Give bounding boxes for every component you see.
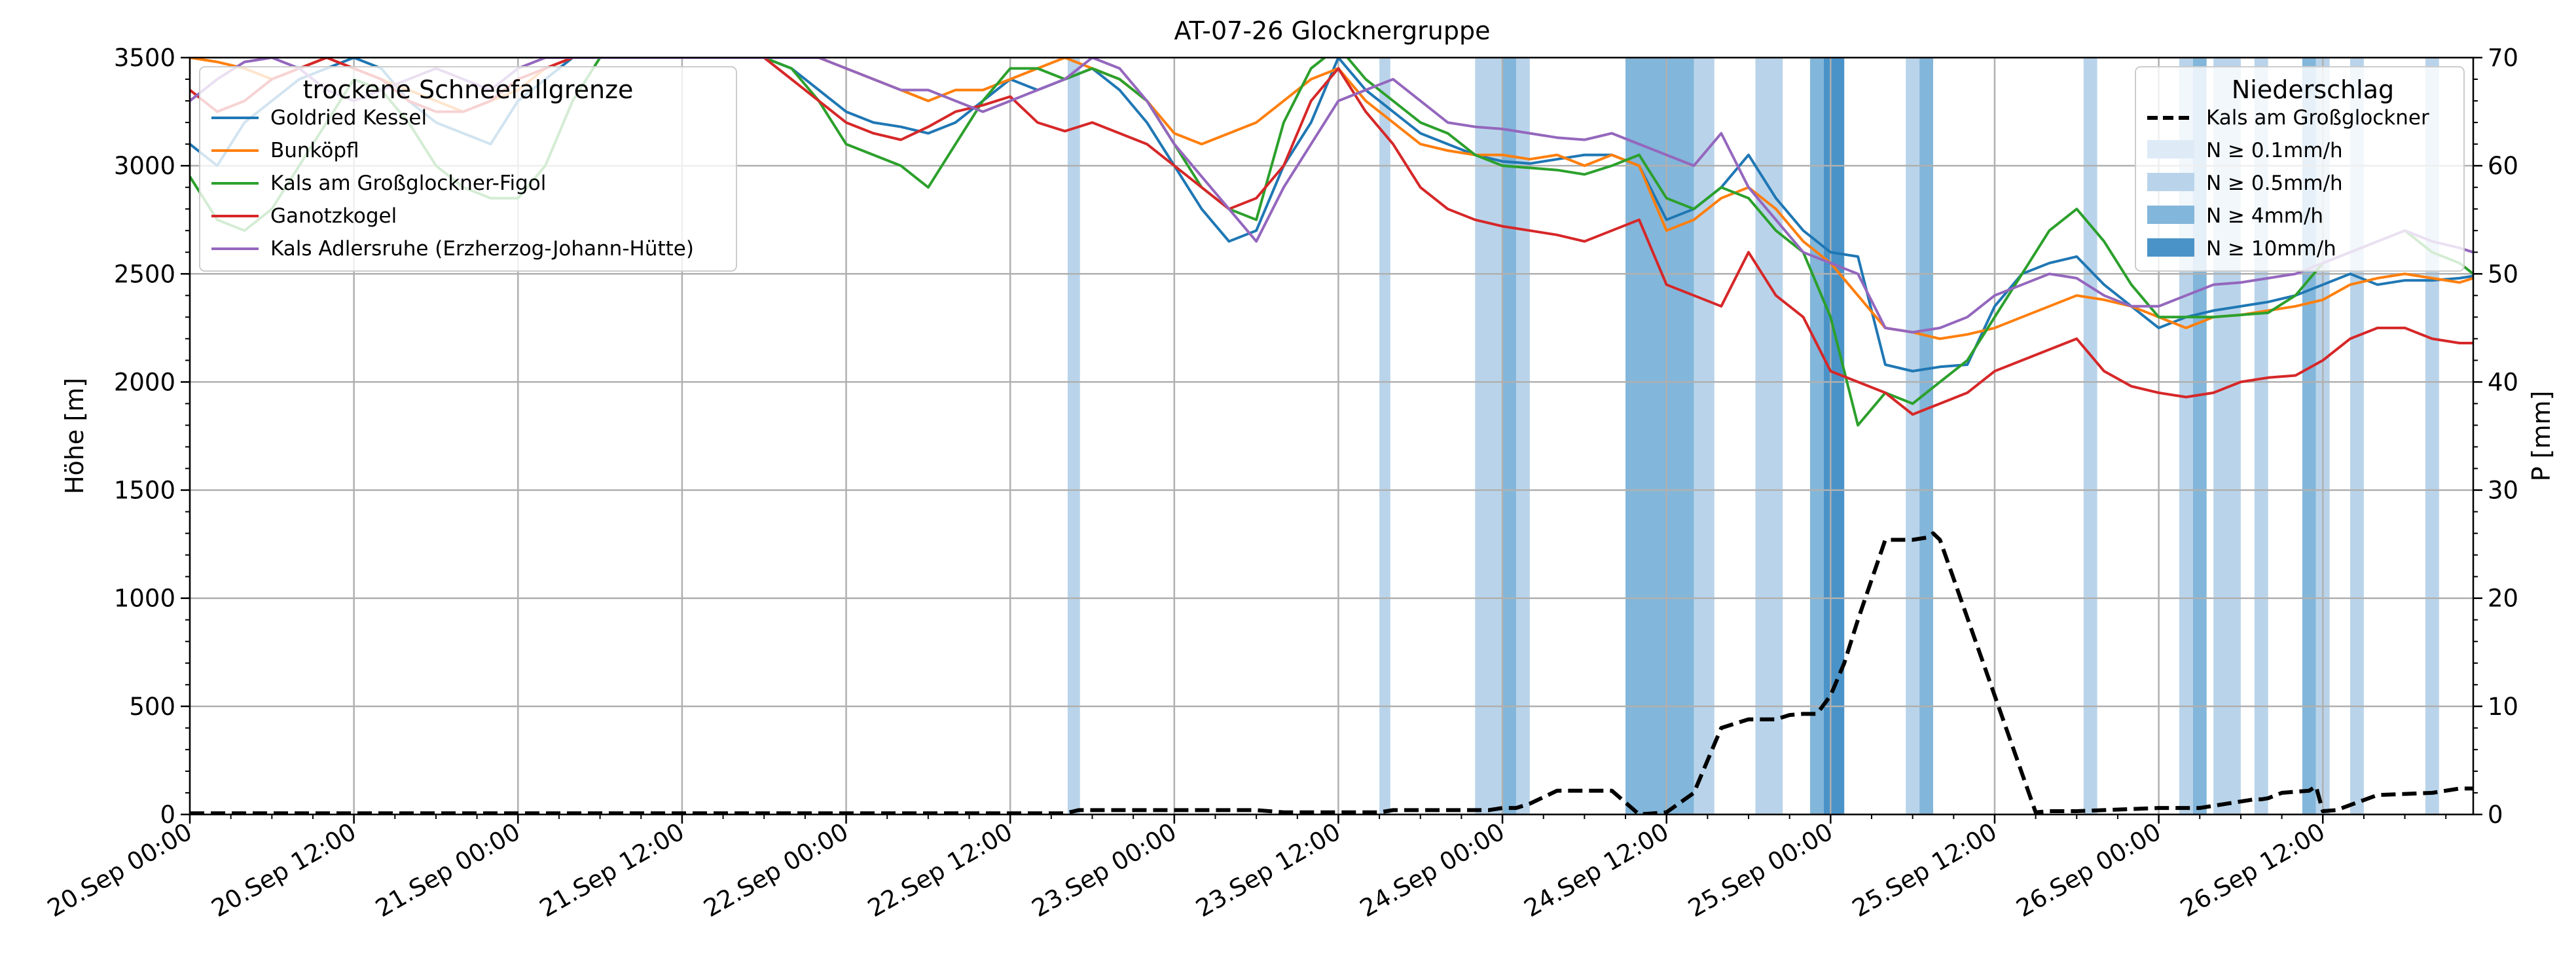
legend-precip-title: Niederschlag <box>2232 75 2394 104</box>
right-y-axis-label: P [mm] <box>2527 391 2556 482</box>
chart-title: AT-07-26 Glocknergruppe <box>1174 16 1491 45</box>
y-tick-label: 0 <box>160 801 175 829</box>
y2-tick-label: 0 <box>2488 801 2503 829</box>
y-tick-label: 3000 <box>114 152 175 180</box>
precip-line <box>190 531 2473 814</box>
series-line <box>190 58 2473 416</box>
series-line <box>190 58 2473 373</box>
precip-band <box>1067 58 1080 814</box>
y2-tick-label: 10 <box>2488 693 2518 721</box>
legend-entry-label: N ≥ 0.1mm/h <box>2206 139 2343 162</box>
axes-frame <box>189 56 2475 816</box>
precip-band <box>1810 58 1824 814</box>
precip-band <box>1475 58 1503 814</box>
y-tick-label: 2000 <box>114 368 175 396</box>
legend-snowline-box <box>199 66 737 272</box>
y-tick-label: 2500 <box>114 260 175 288</box>
precip-band <box>1919 58 1933 814</box>
legend-swatch <box>2147 140 2194 158</box>
legend-swatch <box>2147 206 2194 224</box>
legend-entry-label: Ganotzkogel <box>270 204 397 228</box>
legend-entry-label: Kals Adlersruhe (Erzherzog-Johann-Hütte) <box>270 237 694 261</box>
legend-precip-box <box>2135 66 2465 272</box>
legend-entry-label: N ≥ 4mm/h <box>2206 204 2323 228</box>
y-tick-label: 1000 <box>114 585 175 613</box>
y2-tick-label: 40 <box>2488 368 2518 396</box>
precip-band <box>1694 58 1714 814</box>
legend-entry-label: Kals am Großglockner-Figol <box>270 172 546 195</box>
legend-snowline-title: trockene Schneefallgrenze <box>303 75 634 104</box>
left-y-axis-label: Höhe [m] <box>60 378 89 494</box>
legend-entry-label: Kals am Großglockner <box>2206 106 2429 130</box>
y-tick-label: 3500 <box>114 44 175 72</box>
y-tick-label: 500 <box>129 693 175 721</box>
left-y-axis: 0 500 1000 1500 2000 2500 3000 3500 <box>114 44 190 829</box>
y2-tick-label: 60 <box>2488 152 2518 180</box>
y-tick-label: 1500 <box>114 477 175 505</box>
precip-band <box>1502 58 1516 814</box>
legend-entry-label: Bunköpfl <box>270 139 359 162</box>
y2-tick-label: 50 <box>2488 260 2518 288</box>
legend-entry-label: N ≥ 0.5mm/h <box>2206 172 2343 195</box>
y2-tick-label: 70 <box>2488 44 2518 72</box>
right-y-axis: 0 10 20 30 40 50 60 70 <box>2473 44 2518 829</box>
precip-band <box>1379 58 1390 814</box>
precip-band <box>1906 58 1920 814</box>
precip-bands <box>1067 58 2439 814</box>
legend-swatch <box>2147 173 2194 191</box>
precip-band <box>1755 58 1783 814</box>
y2-tick-label: 30 <box>2488 477 2518 505</box>
legend-swatch <box>2147 238 2194 257</box>
y2-tick-label: 20 <box>2488 585 2518 613</box>
legend-entry-label: Goldried Kessel <box>270 106 427 130</box>
precip-band <box>2083 58 2097 814</box>
precip-band <box>1515 58 1530 814</box>
series-line <box>190 58 2473 334</box>
precip-band <box>1625 58 1694 814</box>
legend-entry-label: N ≥ 10mm/h <box>2206 237 2336 261</box>
